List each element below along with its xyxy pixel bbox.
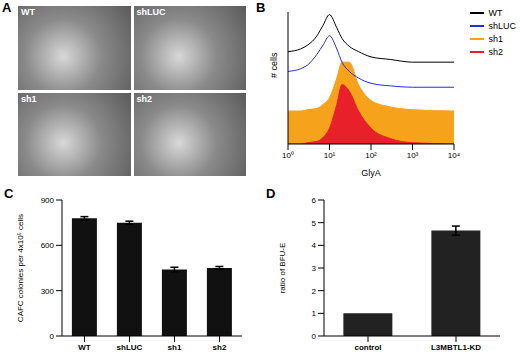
svg-text:600: 600 <box>41 241 55 250</box>
svg-text:10⁰: 10⁰ <box>282 151 294 160</box>
html-text:B: B <box>256 0 266 15</box>
html-text:sh2: sh2 <box>488 47 503 57</box>
svg-text:0: 0 <box>312 332 317 341</box>
html-text:sh2: sh2 <box>136 93 152 104</box>
svg-text:10¹: 10¹ <box>324 151 336 160</box>
html-text:WT: WT <box>488 8 503 18</box>
svg-text:2: 2 <box>312 287 317 296</box>
svg-text:L3MBTL1-KD: L3MBTL1-KD <box>431 343 481 352</box>
svg-text:WT: WT <box>78 343 91 352</box>
svg-text:300: 300 <box>41 287 55 296</box>
svg-text:sh2: sh2 <box>213 343 227 352</box>
svg-text:GlyA: GlyA <box>361 168 381 178</box>
svg-text:10³: 10³ <box>407 151 419 160</box>
html-text:shLUC: shLUC <box>488 21 516 31</box>
svg-text:CAFC colonies per 4x10⁵ cells: CAFC colonies per 4x10⁵ cells <box>16 214 25 322</box>
html-text:A: A <box>2 0 12 15</box>
svg-text:10⁴: 10⁴ <box>448 151 461 160</box>
svg-text:6: 6 <box>312 196 317 205</box>
svg-text:# cells: # cells <box>269 52 279 78</box>
svg-text:sh1: sh1 <box>168 343 182 352</box>
svg-text:4: 4 <box>312 241 317 250</box>
svg-text:10²: 10² <box>365 151 377 160</box>
html-text:C: C <box>4 186 14 201</box>
html-text:sh1: sh1 <box>21 93 37 104</box>
html-text:WT: WT <box>21 7 35 17</box>
svg-text:900: 900 <box>41 196 55 205</box>
html-text:shLUC: shLUC <box>136 7 166 17</box>
html-text:sh1: sh1 <box>488 34 503 44</box>
svg-text:5: 5 <box>312 219 317 228</box>
svg-text:0: 0 <box>50 332 55 341</box>
svg-text:3: 3 <box>312 264 317 273</box>
svg-text:control: control <box>354 343 381 352</box>
svg-text:shLUC: shLUC <box>117 343 143 352</box>
html-text:D: D <box>266 186 276 201</box>
svg-text:ratio of BFU-E: ratio of BFU-E <box>278 243 287 294</box>
svg-text:1: 1 <box>312 309 317 318</box>
